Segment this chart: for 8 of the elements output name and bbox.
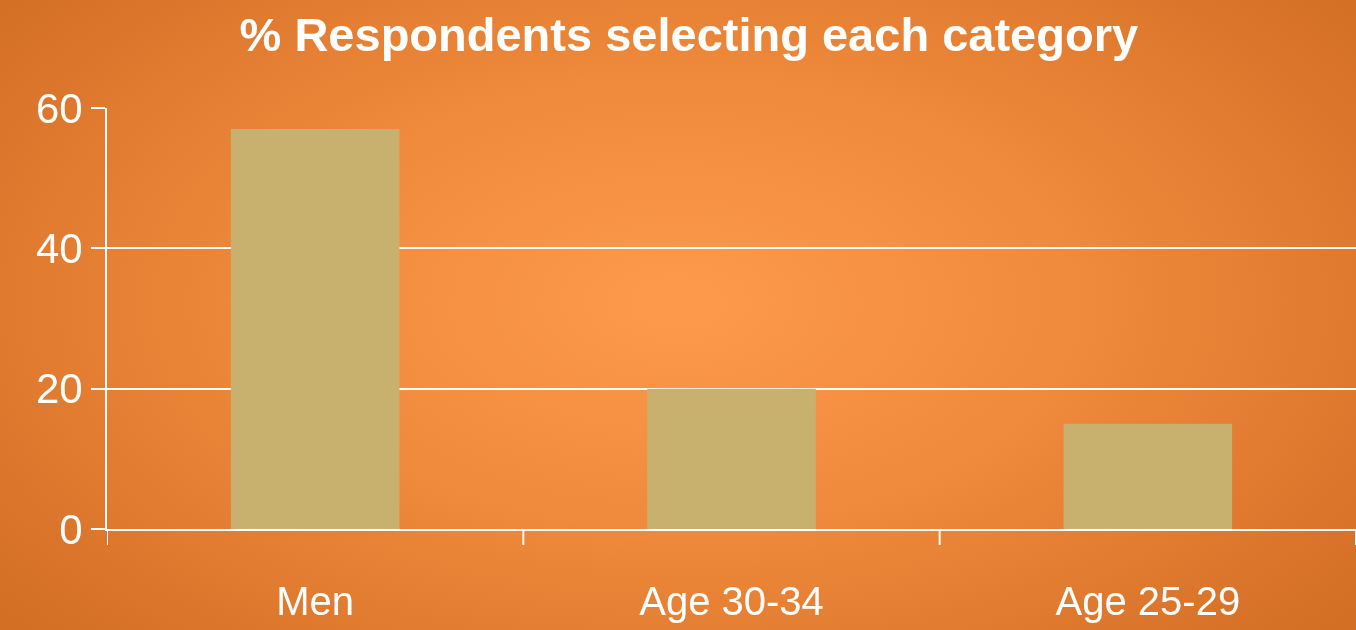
y-tick-label: 0 [59, 505, 83, 553]
y-tick-label: 20 [35, 365, 83, 413]
x-tick-label: Men [276, 579, 355, 623]
chart-title: % Respondents selecting each category [239, 8, 1139, 62]
y-tick-label: 60 [35, 84, 83, 132]
x-tick-label: Age 25-29 [1055, 579, 1241, 623]
x-tick-label: Age 30-34 [639, 579, 824, 623]
y-tick-label: 40 [35, 225, 83, 273]
